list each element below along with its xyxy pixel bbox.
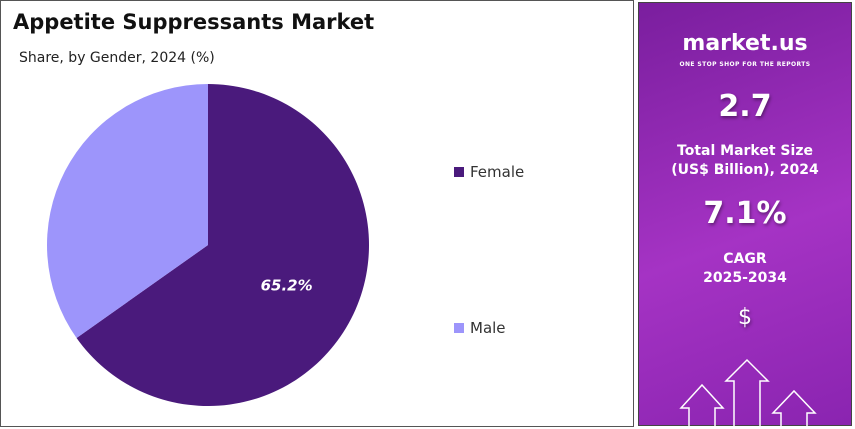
chart-panel: Appetite Suppressants Market Share, by G… — [0, 0, 634, 427]
legend-label: Female — [470, 163, 525, 181]
chart-title: Appetite Suppressants Market — [13, 10, 375, 34]
legend-swatch — [454, 167, 464, 177]
dollar-icon: $ — [738, 305, 752, 330]
cagr-label-line2: 2025-2034 — [703, 270, 787, 286]
growth-arrows-icon — [679, 358, 817, 427]
legend-item-female: Female — [454, 163, 524, 181]
market-size-label-line1: Total Market Size — [677, 143, 813, 159]
market-size-label-line2: (US$ Billion), 2024 — [671, 162, 819, 178]
legend-label: Male — [470, 319, 506, 337]
market-size-value: 2.7 — [718, 89, 772, 124]
pie-slice-female — [76, 84, 369, 407]
legend-item-male: Male — [454, 319, 506, 337]
pie-chart: 65.2% — [47, 84, 369, 407]
data-label: 65.2% — [261, 277, 313, 295]
market-size-label: Total Market Size (US$ Billion), 2024 — [639, 142, 851, 180]
brand-tagline: ONE STOP SHOP FOR THE REPORTS — [679, 61, 811, 68]
cagr-value: 7.1% — [703, 196, 787, 231]
cagr-label-line1: CAGR — [723, 251, 767, 267]
brand-logo: market.us — [682, 31, 808, 56]
chart-subtitle: Share, by Gender, 2024 (%) — [19, 50, 215, 66]
pie-slice-male — [47, 84, 208, 338]
summary-panel: market.us ONE STOP SHOP FOR THE REPORTS … — [638, 2, 852, 427]
legend-swatch — [454, 323, 464, 333]
cagr-label: CAGR 2025-2034 — [639, 250, 851, 288]
